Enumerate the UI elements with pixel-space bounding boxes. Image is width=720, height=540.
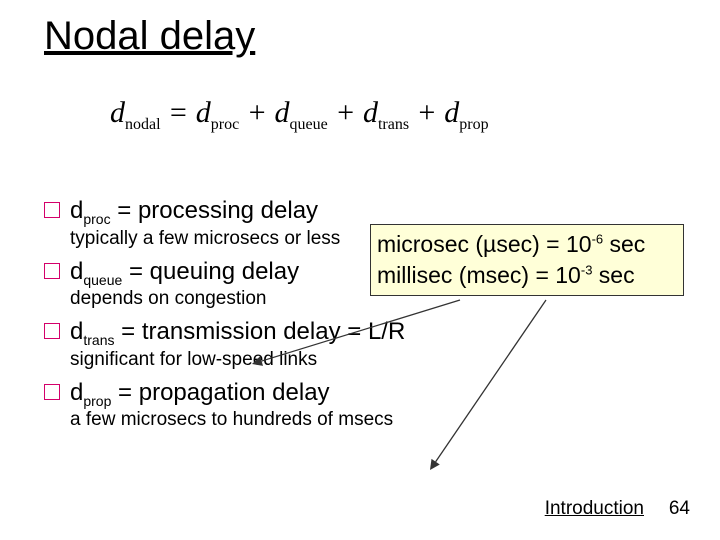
slide: Nodal delay dnodal = dproc + dqueue + dt… xyxy=(0,0,720,540)
footer-section-label: Introduction xyxy=(545,498,644,520)
annot-text: sec xyxy=(592,262,634,288)
bullet-marker-icon xyxy=(44,202,60,218)
bullet-marker-icon xyxy=(44,263,60,279)
nodal-equation: dnodal = dproc + dqueue + dtrans + dprop xyxy=(110,96,489,134)
annot-text: microsec (µsec) = 10 xyxy=(377,231,592,257)
bullet-note: a few microsecs to hundreds of msecs xyxy=(70,408,664,432)
term-var: d xyxy=(70,318,83,345)
eq-r3-sub: prop xyxy=(459,116,488,133)
annot-exp: -6 xyxy=(592,231,604,246)
eq-r2-var: d xyxy=(363,96,378,129)
bullet-term: dqueue = queuing delay xyxy=(70,258,299,288)
eq-lhs-var: d xyxy=(110,96,125,129)
eq-r0-var: d xyxy=(196,96,211,129)
eq-equals: = xyxy=(168,96,196,129)
term-var: d xyxy=(70,379,83,406)
term-var: d xyxy=(70,258,83,285)
bullet-term: dproc = processing delay xyxy=(70,197,318,227)
term-sub: trans xyxy=(83,332,114,348)
term-sub: queue xyxy=(83,271,122,287)
term-sub: prop xyxy=(83,392,111,408)
bullet-note: significant for low-speed links xyxy=(70,348,664,372)
bullet-term: dtrans = transmission delay = L/R xyxy=(70,318,405,348)
annotation-line-millisec: millisec (msec) = 10-3 sec xyxy=(377,260,677,291)
annot-exp: -3 xyxy=(581,262,593,277)
eq-lhs-sub: nodal xyxy=(125,116,161,133)
eq-r0-sub: proc xyxy=(211,116,239,133)
eq-plus: + xyxy=(335,96,363,129)
eq-plus: + xyxy=(247,96,275,129)
bullet-item-prop: dprop = propagation delay a few microsec… xyxy=(44,378,664,433)
bullet-marker-icon xyxy=(44,384,60,400)
eq-r1-var: d xyxy=(274,96,289,129)
eq-r3-var: d xyxy=(444,96,459,129)
annot-text: sec xyxy=(603,231,645,257)
term-label: = transmission delay = L/R xyxy=(114,318,405,345)
eq-r1-sub: queue xyxy=(289,116,327,133)
annot-text: millisec (msec) = 10 xyxy=(377,262,581,288)
eq-r2-sub: trans xyxy=(378,116,409,133)
bullet-term: dprop = propagation delay xyxy=(70,379,330,409)
footer-page-number: 64 xyxy=(669,498,690,520)
annotation-line-microsec: microsec (µsec) = 10-6 sec xyxy=(377,229,677,260)
term-label: = propagation delay xyxy=(111,379,329,406)
unit-annotation-box: microsec (µsec) = 10-6 sec millisec (mse… xyxy=(370,224,684,296)
slide-title: Nodal delay xyxy=(44,14,255,59)
eq-plus: + xyxy=(417,96,445,129)
term-label: = queuing delay xyxy=(122,258,299,285)
bullet-marker-icon xyxy=(44,323,60,339)
term-label: = processing delay xyxy=(111,197,318,224)
term-sub: proc xyxy=(83,211,110,227)
bullet-item-trans: dtrans = transmission delay = L/R signif… xyxy=(44,317,664,372)
term-var: d xyxy=(70,197,83,224)
